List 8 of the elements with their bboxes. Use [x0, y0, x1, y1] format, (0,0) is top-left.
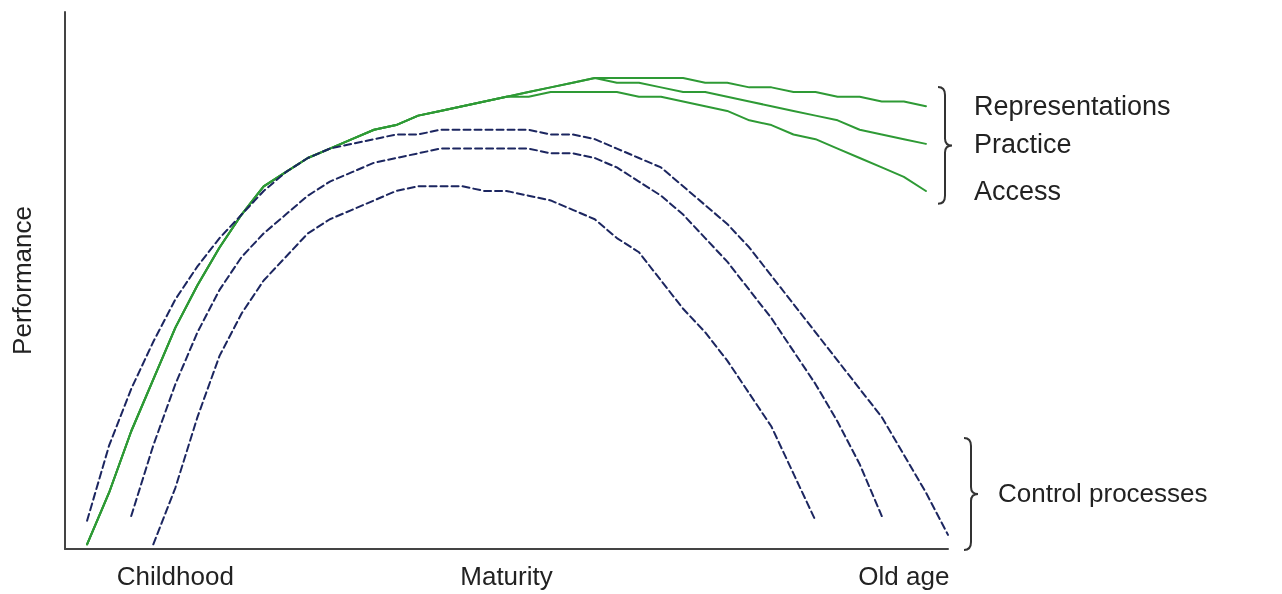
- text: Control processes: [998, 478, 1208, 509]
- series-label: Practice: [973, 128, 1072, 159]
- x-tick-label: Childhood: [116, 561, 234, 591]
- series-label: Representations: [973, 91, 1171, 122]
- series-label: Access: [973, 176, 1061, 206]
- x-tick-label: Maturity: [460, 561, 553, 591]
- y-axis-title: Performance: [7, 206, 37, 355]
- x-tick-label: Old age: [858, 561, 950, 591]
